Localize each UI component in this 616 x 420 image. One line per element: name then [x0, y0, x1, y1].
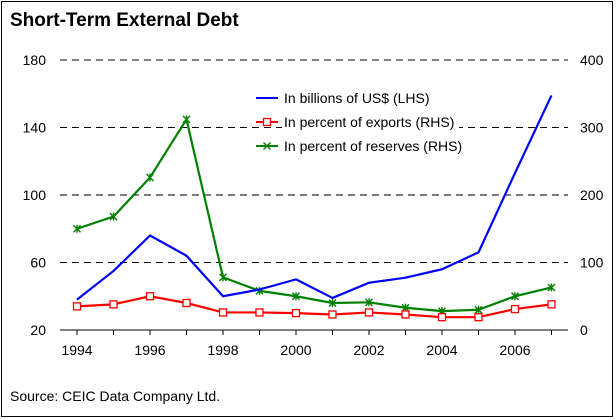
data-point	[364, 308, 374, 317]
left-axis-tick-label: 140	[23, 120, 47, 136]
right-axis-tick-label: 100	[580, 255, 604, 271]
series-line-0	[76, 94, 553, 301]
data-point	[547, 300, 556, 309]
data-point	[145, 292, 155, 301]
x-axis-tick-label: 2000	[280, 342, 311, 358]
x-axis-tick-label: 2004	[426, 342, 457, 358]
legend-label-bg	[282, 136, 467, 156]
data-point	[328, 299, 337, 307]
data-point	[292, 292, 300, 301]
data-point	[109, 212, 118, 221]
data-point	[182, 298, 191, 308]
data-point	[401, 310, 410, 319]
legend-label: In percent of exports (RHS)	[284, 114, 454, 130]
data-point	[146, 173, 154, 182]
left-axis-tick-label: 180	[23, 52, 47, 68]
legend-marker	[262, 117, 272, 127]
series-line-2	[76, 118, 552, 313]
x-axis-tick-label: 2002	[353, 342, 384, 358]
legend-label-bg	[282, 88, 434, 108]
data-point	[73, 224, 81, 233]
data-point	[511, 292, 519, 301]
data-point	[365, 298, 373, 307]
data-point	[437, 313, 447, 322]
series-line-1	[76, 295, 552, 319]
right-axis-tick-label: 200	[580, 187, 604, 203]
x-axis-tick-label: 1996	[134, 342, 165, 358]
left-axis-tick-label: 60	[30, 255, 46, 271]
data-point	[547, 283, 556, 292]
left-axis-tick-label: 100	[23, 187, 47, 203]
source-note: Source: CEIC Data Company Ltd.	[10, 388, 221, 404]
data-point	[510, 304, 520, 314]
data-point	[255, 308, 264, 317]
data-point	[328, 310, 337, 319]
right-axis-tick-label: 400	[580, 52, 604, 68]
x-axis-tick-label: 2006	[499, 342, 530, 358]
legend-label: In percent of reserves (RHS)	[284, 138, 462, 154]
x-axis-tick-label: 1998	[207, 342, 238, 358]
data-point	[72, 302, 82, 311]
x-axis-tick-label: 1994	[61, 342, 92, 358]
legend-label-bg	[282, 112, 459, 132]
legend-label: In billions of US$ (LHS)	[284, 90, 430, 106]
left-axis-tick-label: 20	[30, 322, 46, 338]
chart-title: Short-Term External Debt	[10, 10, 239, 31]
data-point	[219, 273, 227, 282]
data-point	[109, 300, 118, 309]
data-point	[182, 115, 191, 124]
legend-marker	[263, 142, 271, 150]
data-point	[218, 308, 228, 317]
right-axis-tick-label: 0	[580, 322, 588, 338]
data-point	[474, 313, 483, 322]
right-axis-tick-label: 300	[580, 120, 604, 136]
data-point	[474, 305, 483, 314]
data-point	[291, 308, 301, 318]
